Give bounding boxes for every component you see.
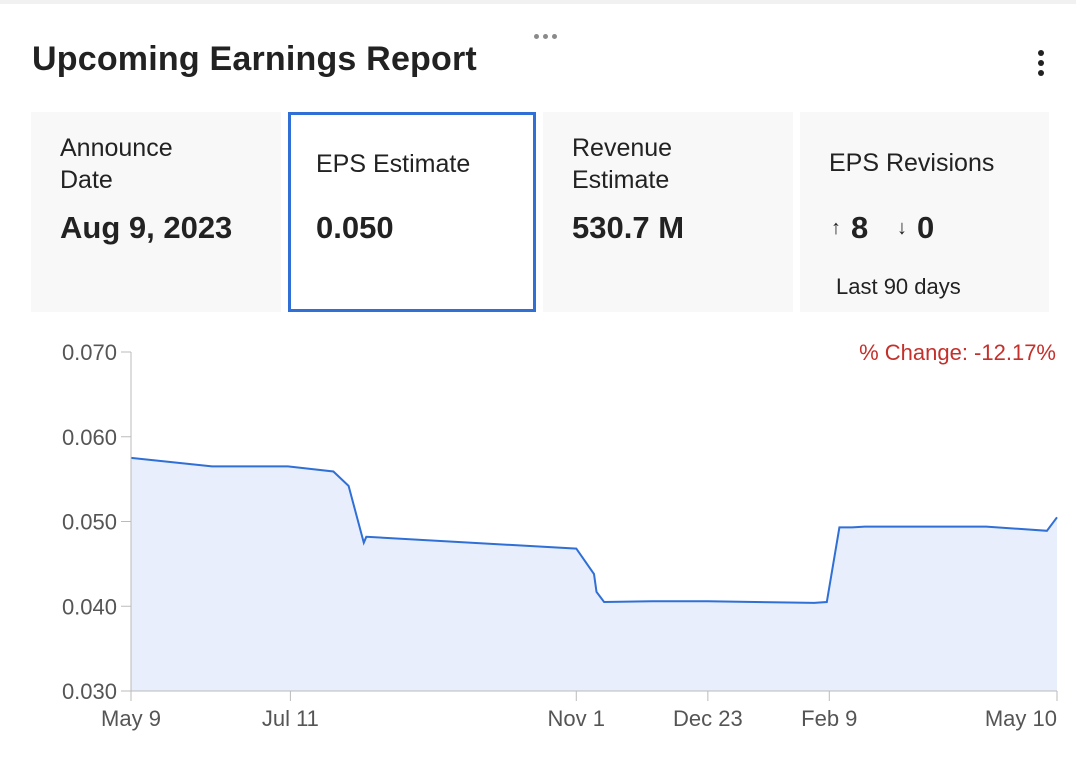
y-tick-label: 0.030	[62, 679, 117, 704]
y-tick-label: 0.060	[62, 425, 117, 450]
revisions-down-count: 0	[917, 210, 935, 245]
x-tick-label: Dec 23	[673, 706, 743, 731]
announce-date-label: Announce Date	[60, 134, 173, 194]
announce-date-card[interactable]: Announce Date Aug 9, 2023	[31, 112, 281, 312]
revisions-down: ↓ 0	[897, 210, 934, 246]
y-tick-label: 0.070	[62, 340, 117, 365]
page-title: Upcoming Earnings Report	[32, 40, 477, 78]
more-options-icon[interactable]	[1028, 46, 1054, 80]
top-divider	[0, 0, 1076, 4]
y-tick-label: 0.050	[62, 510, 117, 535]
y-tick-label: 0.040	[62, 594, 117, 619]
eps-revisions-card[interactable]: EPS Revisions ↑ 8 ↓ 0 Last 90 days	[800, 112, 1049, 312]
x-tick-label: Nov 1	[548, 706, 605, 731]
x-tick-label: May 9	[101, 706, 161, 731]
arrow-up-icon: ↑	[831, 216, 841, 239]
eps-estimate-card[interactable]: EPS Estimate 0.050	[288, 112, 536, 312]
revenue-estimate-value: 530.7 M	[572, 210, 685, 245]
eps-series-line	[130, 456, 1058, 604]
revisions-period: Last 90 days	[836, 274, 961, 299]
x-tick-label: Feb 9	[801, 706, 857, 731]
percent-change-label: % Change: -12.17%	[859, 340, 1056, 365]
x-tick-label: Jul 11	[262, 706, 319, 731]
arrow-down-icon: ↓	[897, 216, 907, 239]
eps-estimate-value: 0.050	[316, 210, 394, 245]
revenue-estimate-label: Revenue Estimate	[572, 134, 673, 194]
revisions-up: ↑ 8	[831, 210, 868, 246]
eps-estimate-chart: 0.070 0.060 0.050 0.040 0.030 May 9 Jul 11 Nov…	[62, 340, 1058, 731]
announce-date-value: Aug 9, 2023	[60, 210, 233, 245]
eps-revisions-label: EPS Revisions	[829, 149, 995, 177]
drag-handle-icon[interactable]	[530, 26, 560, 46]
revisions-up-count: 8	[851, 210, 869, 245]
eps-estimate-label: EPS Estimate	[316, 150, 471, 178]
x-tick-label: May 10	[985, 706, 1057, 731]
revenue-estimate-card[interactable]: Revenue Estimate 530.7 M	[543, 112, 793, 312]
